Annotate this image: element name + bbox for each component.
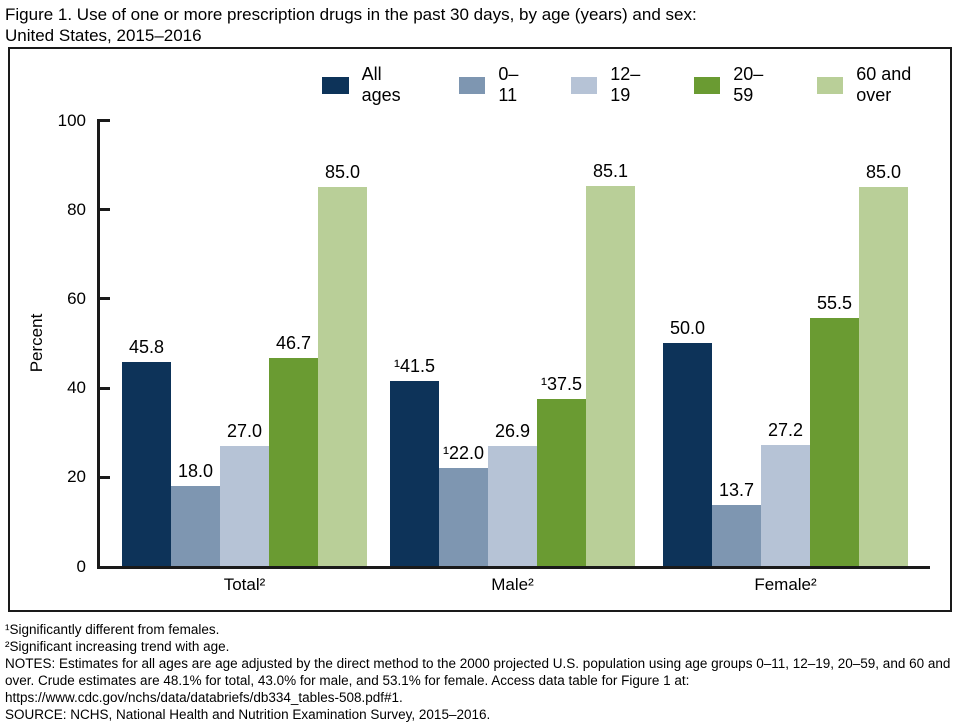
bar (586, 186, 635, 566)
y-axis-tick (97, 386, 110, 390)
figure-title-line1: Figure 1. Use of one or more prescriptio… (5, 5, 697, 24)
x-category-label: Male² (491, 575, 534, 594)
legend-swatch (322, 76, 349, 94)
bar (488, 446, 537, 566)
footnote-2: ²Significant increasing trend with age. (5, 639, 230, 654)
bar (537, 398, 586, 566)
bar (122, 361, 171, 566)
bar-value-label: 18.0 (177, 460, 214, 481)
figure-title: Figure 1. Use of one or more prescriptio… (5, 4, 697, 46)
legend-item: All ages (322, 64, 425, 106)
bar-value-label: ¹37.5 (540, 373, 583, 394)
bar (318, 186, 367, 566)
legend-swatch (816, 76, 844, 94)
bar (859, 186, 908, 566)
plot-area: All ages 0–11 12–19 20–59 60 and over Percen… (10, 49, 950, 610)
bar (220, 445, 269, 566)
bar-value-label: 85.0 (324, 161, 361, 182)
bar-value-label: 85.0 (865, 161, 902, 182)
y-axis-tick (97, 119, 110, 122)
x-category-label: Female² (754, 575, 817, 594)
chart-frame: All ages 0–11 12–19 20–59 60 and over Percen… (8, 47, 952, 612)
bar (439, 467, 488, 566)
bar (171, 485, 220, 566)
legend-item: 12–19 (570, 64, 660, 106)
x-axis-line (97, 566, 930, 569)
y-axis-tick-label: 60 (67, 288, 86, 308)
y-axis-tick-label: 80 (67, 199, 86, 219)
bar-value-label: 50.0 (669, 318, 706, 338)
legend-label: 20–59 (733, 64, 764, 105)
bar (390, 380, 439, 566)
bar (663, 343, 712, 566)
y-axis-line (97, 120, 100, 569)
y-axis-tick-label: 100 (57, 110, 86, 130)
y-axis-tick (97, 208, 110, 212)
y-axis-tick-label: 40 (67, 378, 86, 398)
legend: All ages 0–11 12–19 20–59 60 and over (322, 64, 950, 106)
footnote-data-table-url: https://www.cdc.gov/nchs/data/databriefs… (5, 690, 403, 705)
bar-value-label: 27.2 (767, 419, 804, 440)
legend-item: 60 and over (816, 64, 950, 106)
legend-swatch (458, 76, 486, 94)
legend-label: All ages (361, 64, 401, 105)
bar-value-label: 27.0 (226, 420, 263, 441)
bar-value-label: 13.7 (718, 479, 755, 500)
legend-label: 12–19 (610, 64, 641, 105)
footnote-notes-line2: over. Crude estimates are 48.1% for tota… (5, 673, 690, 688)
x-category-label: Total² (223, 575, 266, 594)
y-axis-tick (97, 297, 110, 301)
footnote-1: ¹Significantly different from females. (5, 622, 220, 637)
legend-swatch (570, 76, 598, 94)
bar-value-label: 46.7 (275, 332, 312, 353)
bar-value-label: ¹22.0 (442, 442, 485, 463)
y-axis-tick-label: 0 (76, 556, 86, 576)
footnote-source: SOURCE: NCHS, National Health and Nutrit… (5, 707, 491, 722)
bar-value-label: 55.5 (816, 293, 853, 314)
bar-value-label: 26.9 (494, 421, 531, 442)
bar (761, 444, 810, 566)
legend-swatch (693, 76, 721, 94)
legend-item: 0–11 (458, 64, 537, 106)
bar-value-label: 45.8 (128, 336, 165, 357)
bar (712, 504, 761, 566)
y-axis-title: Percent (27, 313, 46, 373)
legend-label: 60 and over (856, 64, 912, 105)
y-axis-tick (97, 475, 110, 479)
bar (810, 318, 859, 566)
legend-item: 20–59 (693, 64, 783, 106)
footnote-notes-line1: NOTES: Estimates for all ages are age ad… (5, 656, 951, 671)
bar-value-label: ¹41.5 (393, 355, 436, 376)
y-axis-tick-label: 20 (67, 467, 86, 487)
bar (269, 357, 318, 566)
figure-title-line2: United States, 2015–2016 (5, 26, 202, 45)
bar-value-label: 85.1 (592, 161, 629, 182)
footnotes: ¹Significantly different from females. ²… (5, 621, 950, 723)
legend-label: 0–11 (498, 64, 519, 105)
